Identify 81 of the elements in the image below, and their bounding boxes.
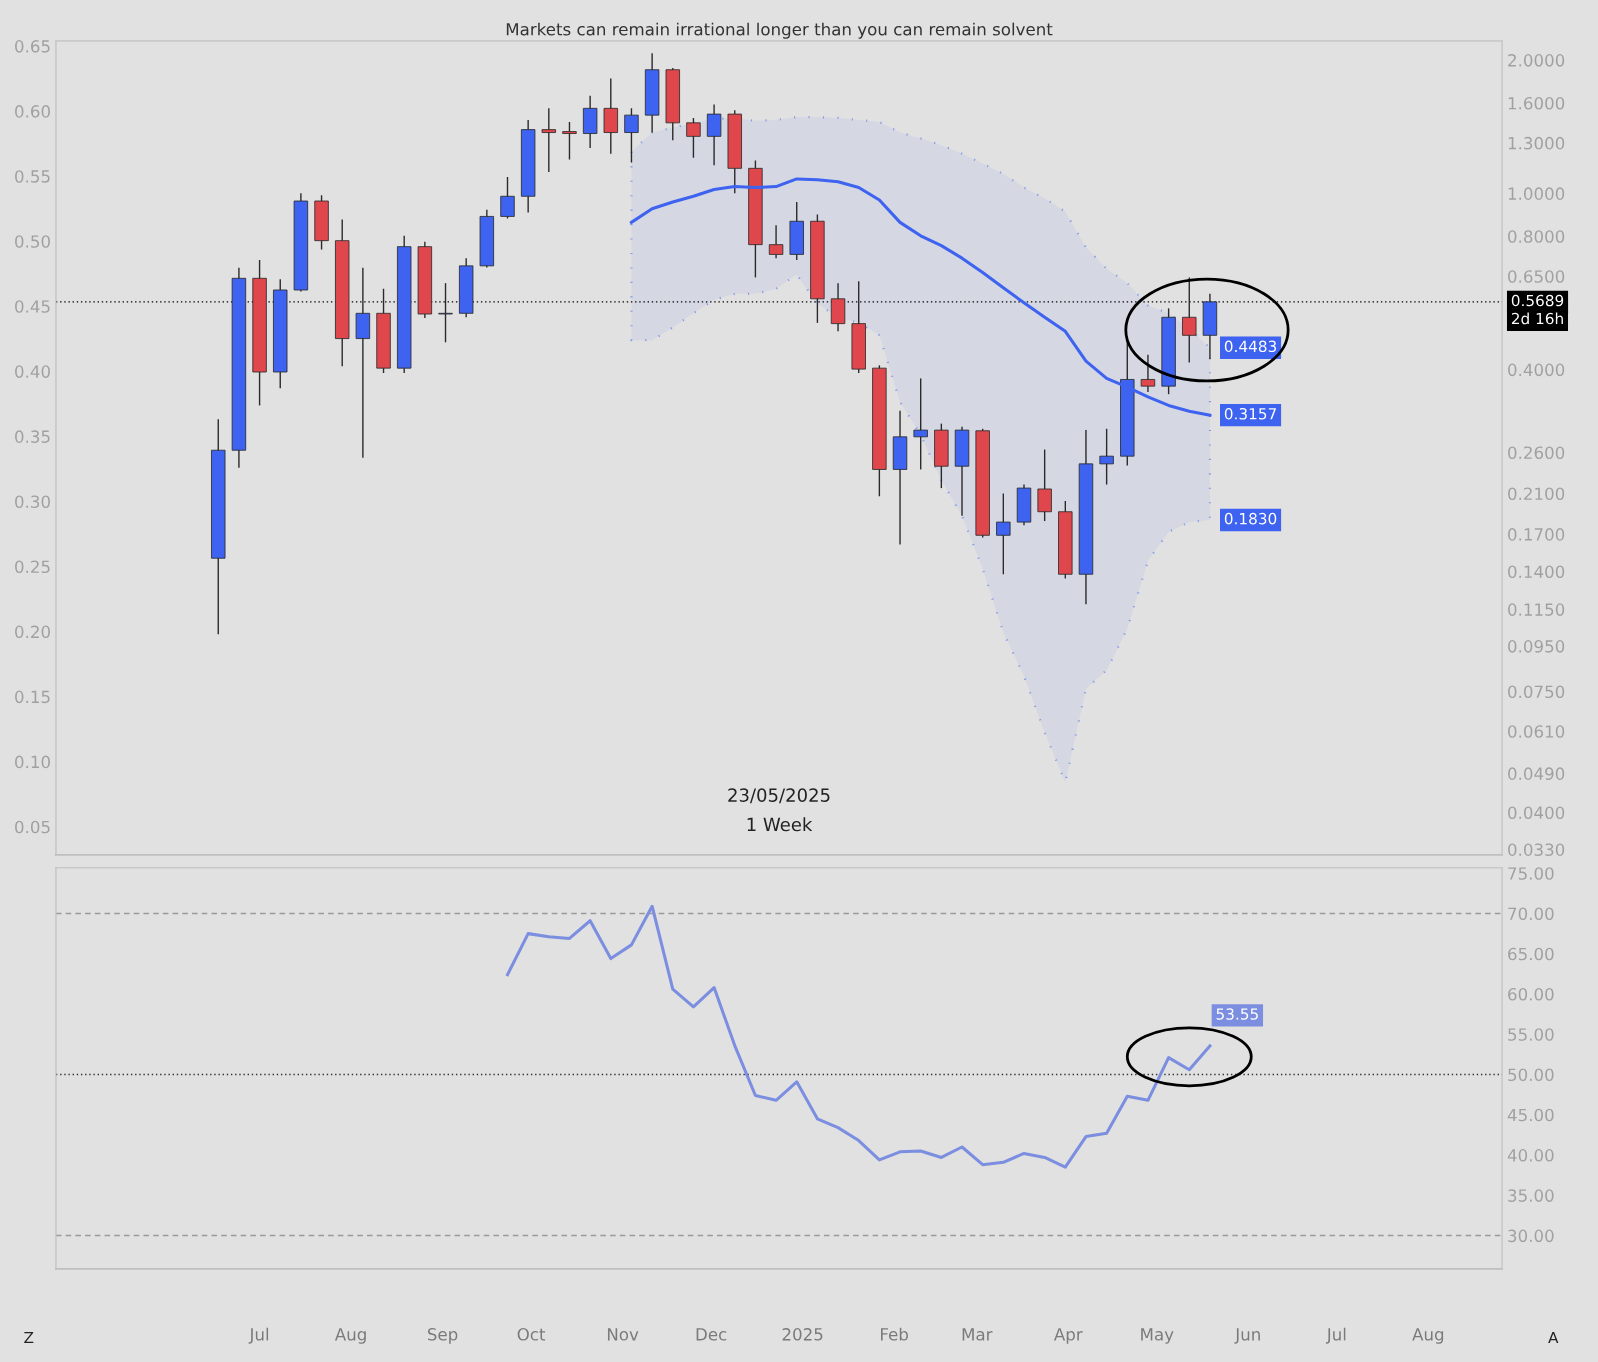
y2-tick-label: 0.6500 (1508, 270, 1565, 283)
x-tick-label: Oct (517, 1328, 546, 1341)
candlestick (438, 282, 453, 343)
y-tick-label: 0.25 (15, 560, 50, 574)
y2-tick-label: 50.00 (1508, 1068, 1554, 1082)
annotation: 23/05/2025 (728, 788, 830, 804)
y-tick-label: 0.05 (15, 820, 50, 834)
candlestick (768, 224, 784, 259)
y-tick-label: 0.65 (15, 40, 50, 53)
candlestick (1099, 428, 1114, 486)
y-tick-label: 0.35 (15, 430, 50, 443)
annotation: 1 Week (747, 817, 813, 832)
y2-tick-label: 0.8000 (1508, 230, 1565, 243)
candlestick (686, 117, 701, 159)
candlestick (1182, 276, 1197, 364)
y2-tick-label: 0.0950 (1508, 640, 1565, 653)
candlestick (624, 107, 639, 164)
y2-tick-label: 0.1400 (1508, 565, 1565, 579)
chart-title: Markets can remain irrational longer than you can remain solvent (506, 22, 1053, 39)
x-tick-label: 2025 (782, 1328, 823, 1341)
candlestick (1140, 354, 1156, 393)
y2-tick-label: 55.00 (1508, 1028, 1554, 1041)
y-tick-label: 0.45 (15, 300, 50, 313)
y2-tick-label: 65.00 (1508, 947, 1554, 961)
y2-tick-label: 1.0000 (1508, 187, 1565, 200)
y2-tick-label: 0.1700 (1508, 528, 1565, 541)
x-tick-label: Aug (334, 1328, 366, 1344)
candlestick (706, 103, 722, 167)
x-tick-label: Nov (607, 1328, 639, 1341)
y-tick-label: 0.20 (15, 625, 50, 639)
y2-tick-label: 0.2100 (1508, 487, 1565, 501)
text: Z (24, 1331, 34, 1344)
ref-line-label: 0.5689 (1511, 294, 1564, 307)
y2-tick-label: 0.2600 (1508, 446, 1565, 460)
y-tick-label: 0.55 (15, 170, 50, 183)
line-series (505, 904, 1212, 1169)
y2-tick-label: 0.4000 (1508, 363, 1565, 377)
candlestick (541, 107, 557, 173)
candlestick (562, 121, 577, 161)
text: A (1548, 1331, 1559, 1344)
y2-tick-label: 45.00 (1507, 1108, 1554, 1122)
candlestick (1037, 448, 1052, 522)
y2-tick-label: 0.0400 (1508, 806, 1565, 819)
y2-tick-label: 60.00 (1508, 987, 1554, 1001)
y2-tick-label: 70.00 (1508, 907, 1554, 921)
data-label: 53.55 (1216, 1008, 1258, 1020)
text: 2d 16h (1511, 312, 1563, 325)
candlestick (500, 176, 515, 220)
y-tick-label: 0.15 (15, 690, 50, 704)
y-tick-label: 0.60 (15, 105, 50, 118)
x-tick-label: May (1141, 1328, 1174, 1344)
x-tick-label: Jul (1325, 1327, 1346, 1344)
x-tick-label: Aug (1412, 1328, 1444, 1344)
y2-tick-label: 1.6000 (1508, 96, 1565, 110)
x-tick-label: Jun (1234, 1328, 1260, 1344)
y2-tick-label: 0.0330 (1508, 843, 1565, 856)
x-tick-label: Dec (696, 1328, 727, 1341)
annotation: 0.4483 (1224, 340, 1277, 353)
y2-tick-label: 0.0750 (1508, 685, 1565, 699)
y2-tick-label: 30.00 (1508, 1229, 1554, 1243)
y2-tick-label: 2.0000 (1508, 54, 1565, 67)
annotation: 0.1830 (1224, 512, 1277, 525)
y2-tick-label: 35.00 (1508, 1189, 1554, 1202)
y2-tick-label: 75.00 (1508, 867, 1554, 880)
x-tick-label: Apr (1053, 1328, 1083, 1344)
x-tick-label: Feb (881, 1327, 908, 1341)
x-tick-label: Mar (962, 1328, 993, 1341)
y-tick-label: 0.50 (15, 235, 50, 248)
candlestick (996, 492, 1011, 575)
y-tick-label: 0.30 (15, 495, 50, 509)
y2-tick-label: 0.0610 (1508, 725, 1565, 738)
candlestick (913, 377, 928, 471)
y2-tick-label: 0.0490 (1508, 767, 1565, 780)
y-tick-label: 0.10 (15, 755, 50, 769)
y2-tick-label: 1.3000 (1508, 136, 1565, 150)
x-tick-label: Sep (427, 1328, 458, 1344)
y-tick-label: 0.40 (15, 365, 50, 378)
data-label: 0.3157 (1224, 407, 1276, 420)
x-tick-label: Jul (248, 1327, 269, 1344)
y2-tick-label: 0.1150 (1508, 603, 1565, 616)
y2-tick-label: 40.00 (1507, 1149, 1554, 1162)
